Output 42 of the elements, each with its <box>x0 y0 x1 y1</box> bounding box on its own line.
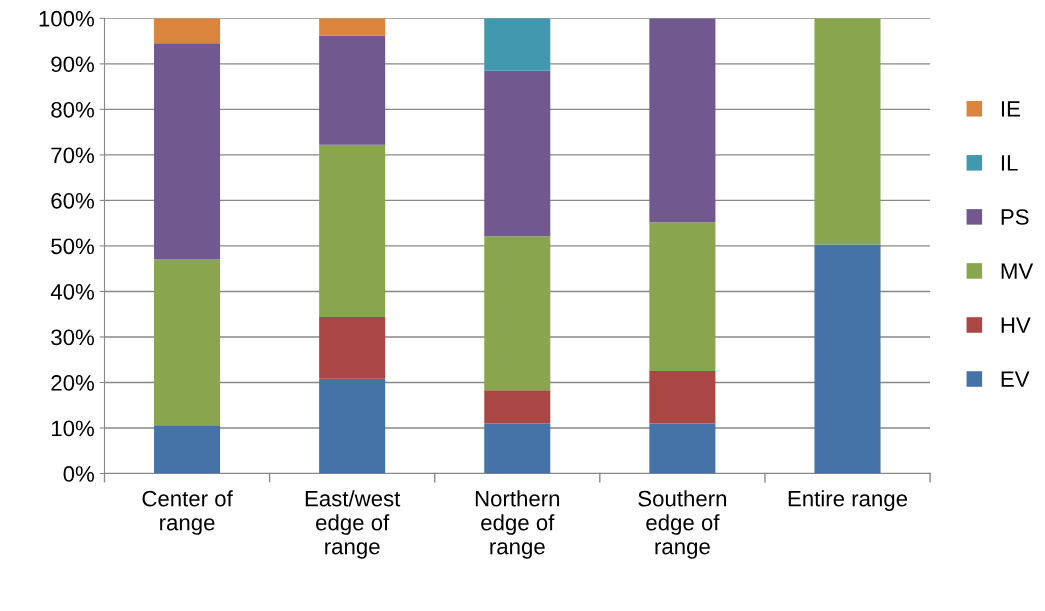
bar <box>484 423 551 474</box>
bar <box>484 70 551 237</box>
legend-label: EV <box>1001 371 1030 387</box>
legend-label: IL <box>1001 155 1018 171</box>
bar <box>484 18 551 71</box>
bar <box>319 378 386 474</box>
y-tick-label: 30% <box>51 329 94 346</box>
legend-label: PS <box>1001 209 1029 225</box>
bar <box>814 244 881 474</box>
bar <box>484 390 551 424</box>
y-tick-label: 90% <box>51 56 94 73</box>
x-tick-label: Northern edge of range <box>475 490 560 559</box>
bar <box>319 18 386 36</box>
y-tick-label: 100% <box>39 10 94 27</box>
legend-label: MV <box>1001 263 1034 279</box>
y-tick-label: 70% <box>51 147 94 164</box>
legend-label: IE <box>1001 101 1020 117</box>
bar <box>649 423 716 474</box>
x-tick-label: Center of range <box>142 490 233 535</box>
y-tick-label: 60% <box>51 192 94 209</box>
legend-label: HV <box>1001 317 1031 333</box>
y-tick-label: 80% <box>51 101 94 118</box>
bar <box>319 35 386 145</box>
bar <box>154 425 221 474</box>
y-tick-label: 40% <box>50 283 94 300</box>
bar <box>814 18 881 245</box>
bar <box>154 259 221 426</box>
bar <box>484 236 551 391</box>
bar <box>319 144 386 317</box>
bar <box>649 18 716 223</box>
bar <box>154 43 221 260</box>
x-tick-label: Southern edge of range <box>638 490 727 559</box>
y-tick-label: 20% <box>51 375 94 391</box>
y-tick-label: 50% <box>51 238 94 255</box>
bar <box>319 316 386 379</box>
bar <box>649 222 716 372</box>
x-tick-label: Entire range <box>788 490 908 511</box>
y-tick-label: 0% <box>63 466 94 482</box>
y-tick-label: 10% <box>52 420 94 437</box>
bar <box>649 371 716 424</box>
bar <box>154 18 221 44</box>
x-tick-label: East/west edge of range <box>305 490 401 559</box>
